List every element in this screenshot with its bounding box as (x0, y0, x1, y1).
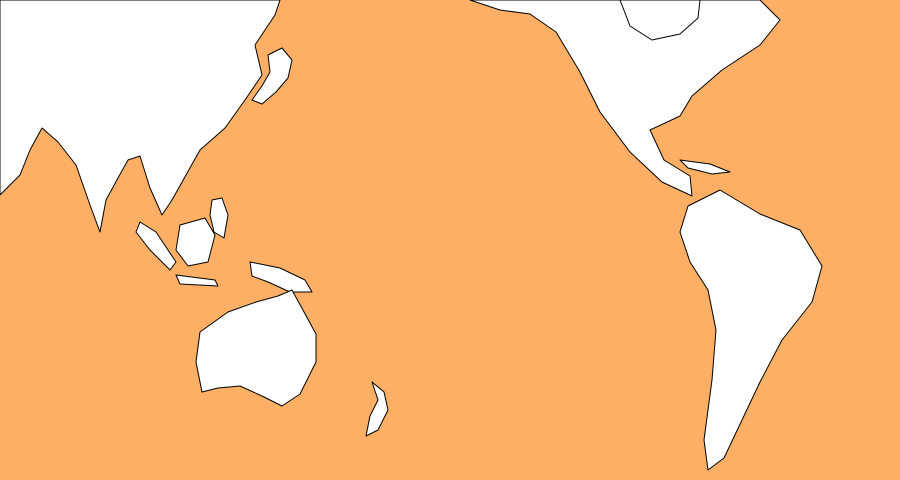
south-america (679, 189, 823, 471)
eurasia (0, 0, 281, 233)
new-guinea (249, 261, 313, 293)
australia (195, 289, 317, 407)
philippines (209, 197, 229, 239)
land (0, 0, 823, 471)
java (175, 274, 219, 287)
sumatra (135, 221, 177, 271)
new-zealand (365, 381, 389, 437)
borneo (175, 217, 216, 267)
greenland (619, 0, 701, 41)
north-america (469, 0, 781, 197)
cuba (679, 159, 731, 175)
japan (251, 47, 293, 105)
